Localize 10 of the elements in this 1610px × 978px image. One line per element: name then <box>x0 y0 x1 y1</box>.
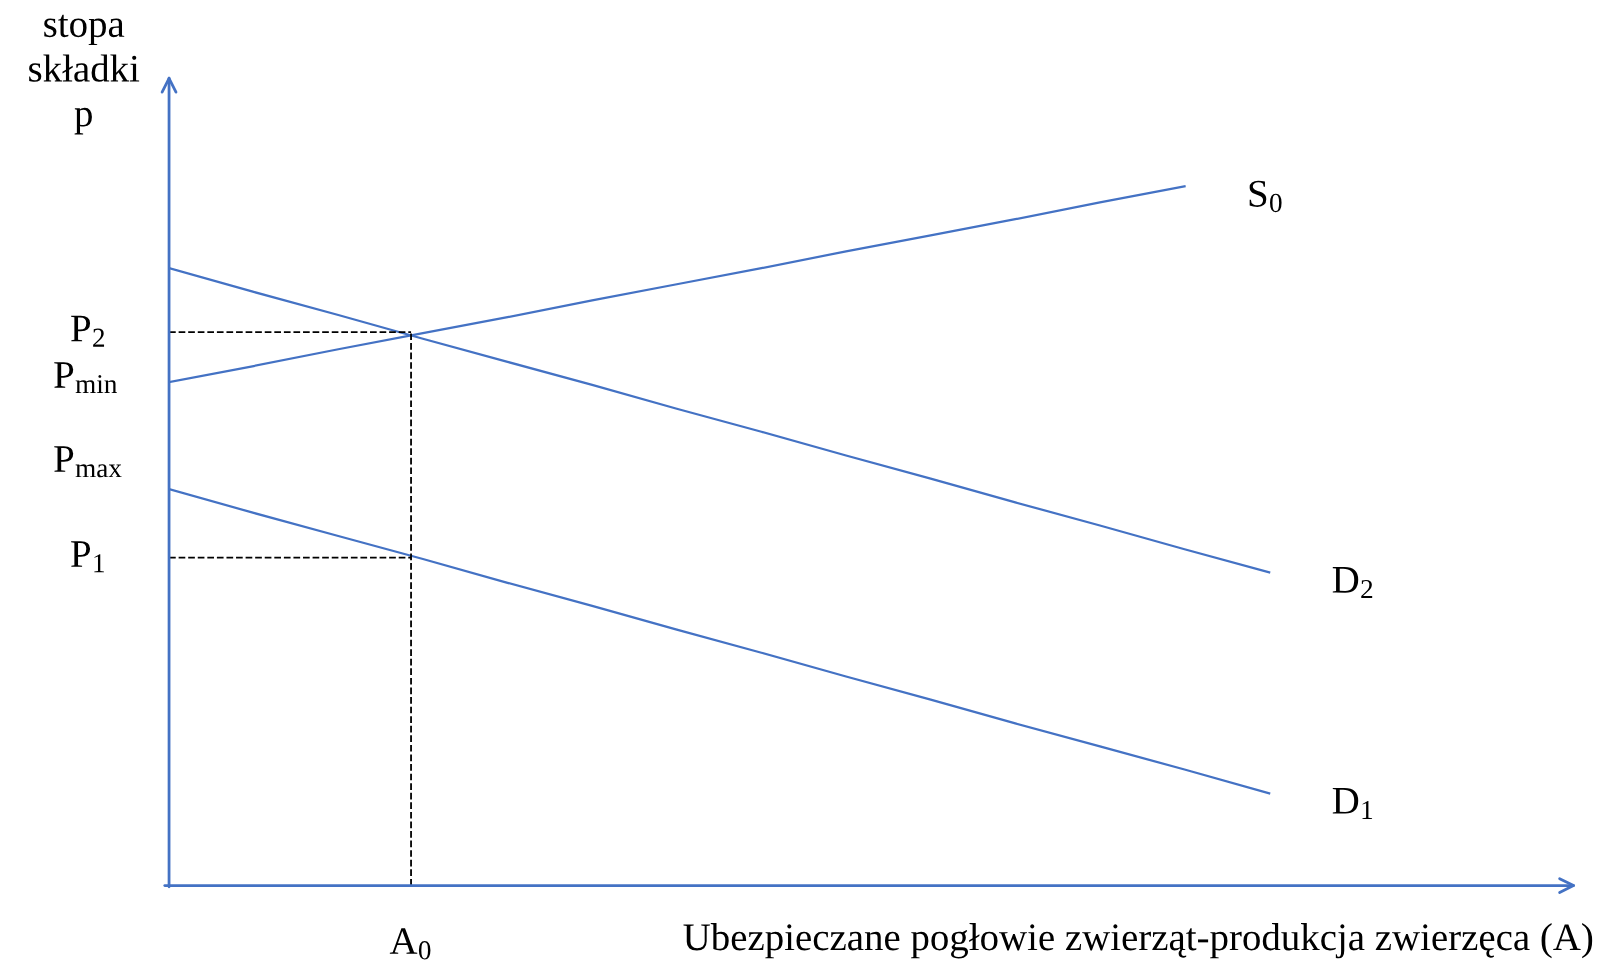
x-axis-title: Ubezpieczane pogłowie zwierząt-produkcja zwierzęca (A) <box>683 923 1593 959</box>
series-label: D$_{1}$ <box>1332 788 1373 819</box>
series-label: S$_{0}$ <box>1249 180 1282 213</box>
ref-line-label: P$_{2}$ <box>71 315 105 347</box>
series-label: D$_{2}$ <box>1332 567 1373 598</box>
y-axis-title: stopa składki p <box>29 14 140 135</box>
text: P$_{max}$ <box>54 446 122 478</box>
text: A$_{0}$ <box>389 928 431 960</box>
ref-line-label: P$_{1}$ <box>71 541 104 573</box>
text: P$_{min}$ <box>54 362 118 393</box>
